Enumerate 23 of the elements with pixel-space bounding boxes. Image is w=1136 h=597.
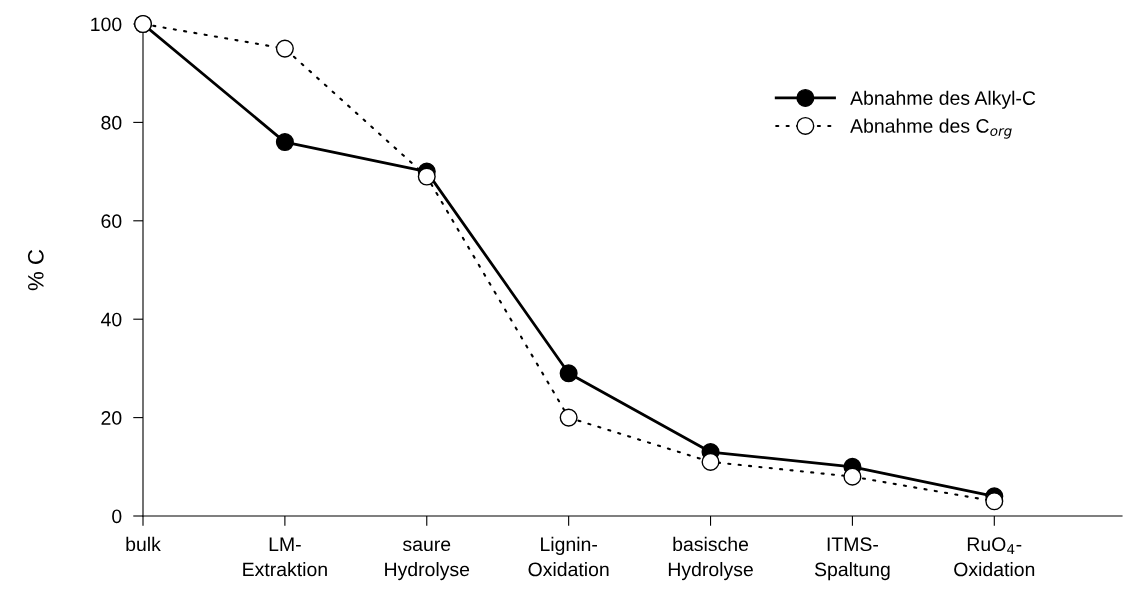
y-tick-label: 20	[101, 411, 122, 425]
y-tick-label: 0	[112, 509, 122, 524]
point	[701, 452, 720, 471]
x-tick-label: basische Hydrolyse	[668, 536, 753, 581]
y-axis-title: % C	[27, 249, 44, 291]
y-tick-label: 40	[100, 312, 122, 327]
x-tick-label: saure Hydrolyse	[385, 540, 470, 581]
x-tick-label: ITMS- Spaltung	[814, 537, 890, 581]
x-tick-label: Lignin- Oxidation	[528, 536, 609, 577]
y-tick-label: 60	[101, 214, 122, 229]
point	[843, 467, 862, 486]
x-tick-label: bulk	[126, 536, 161, 552]
legend-label: Abnahme des C$_{org}$	[850, 118, 1012, 139]
point	[985, 492, 1004, 511]
y-tick-label: 100	[91, 17, 122, 32]
point	[559, 408, 578, 427]
point	[559, 364, 578, 383]
point	[275, 133, 294, 152]
y-tick-label: 80	[101, 115, 122, 130]
x-tick-label: RuO$_{4}$- Oxidation	[954, 537, 1035, 577]
x-tick-label: LM- Extraktion	[243, 537, 327, 577]
legend-label: Abnahme des Alkyl-C	[850, 90, 1036, 109]
point	[417, 167, 436, 186]
